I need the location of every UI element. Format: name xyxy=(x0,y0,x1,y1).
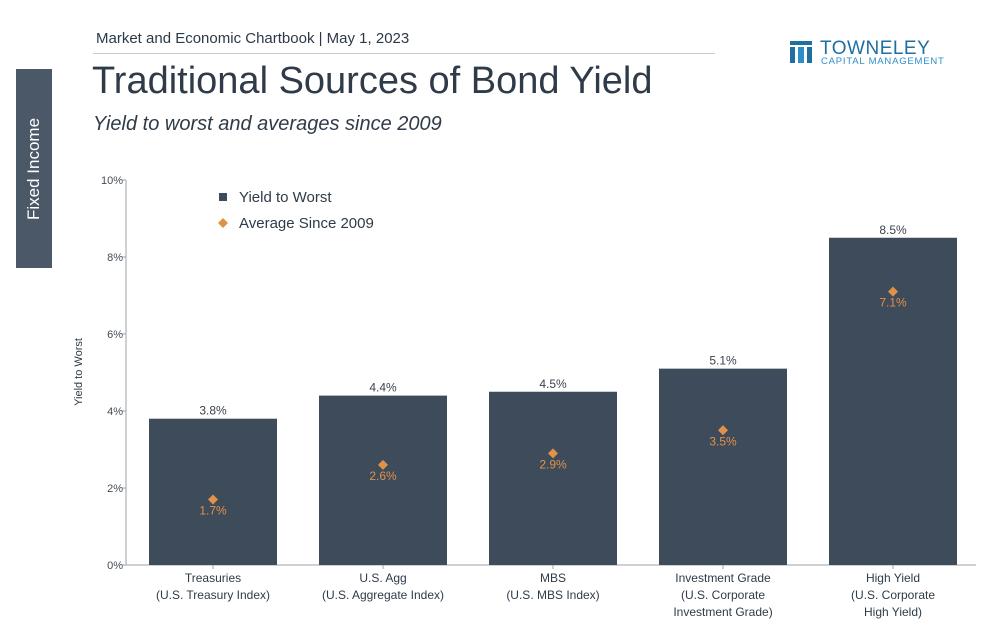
category-label: MBS xyxy=(540,571,566,585)
category-label: High Yield) xyxy=(864,605,922,619)
logo-mark-icon xyxy=(790,41,812,63)
y-tick-label: 6% xyxy=(107,329,123,341)
legend-marker-yield-to-worst xyxy=(219,193,227,201)
legend-label-yield-to-worst: Yield to Worst xyxy=(239,189,332,206)
logo-name: TOWNELEY xyxy=(820,38,931,59)
y-tick-label: 10% xyxy=(101,175,123,187)
legend-label-average: Average Since 2009 xyxy=(239,215,374,232)
average-value-label: 2.6% xyxy=(369,469,397,483)
bar-value-label: 4.4% xyxy=(369,381,397,395)
bar-value-label: 5.1% xyxy=(709,354,737,368)
average-marker xyxy=(888,286,898,297)
chartbook-header: Market and Economic Chartbook | May 1, 2… xyxy=(96,30,410,47)
y-tick-label: 0% xyxy=(107,560,123,572)
bar-value-label: 8.5% xyxy=(879,223,907,237)
average-value-label: 3.5% xyxy=(709,434,737,448)
average-value-label: 7.1% xyxy=(879,296,907,310)
category-label: (U.S. Corporate xyxy=(681,588,765,602)
bar xyxy=(319,395,447,565)
page-title: Traditional Sources of Bond Yield xyxy=(92,60,653,102)
y-tick-label: 8% xyxy=(107,252,123,264)
average-value-label: 2.9% xyxy=(539,457,567,471)
category-label: Investment Grade xyxy=(675,571,771,585)
y-tick-label: 4% xyxy=(107,406,123,418)
header-divider xyxy=(93,53,715,54)
category-label: Treasuries xyxy=(185,571,241,585)
logo-subtitle: CAPITAL MANAGEMENT xyxy=(821,56,945,67)
y-tick-label: 2% xyxy=(107,483,123,495)
bar-value-label: 3.8% xyxy=(199,404,227,418)
average-value-label: 1.7% xyxy=(199,504,227,518)
page-subtitle: Yield to worst and averages since 2009 xyxy=(93,113,442,135)
bar xyxy=(149,418,277,565)
category-label: (U.S. Treasury Index) xyxy=(156,588,270,602)
side-tab-fixed-income: Fixed Income xyxy=(16,69,52,268)
bar-value-label: 4.5% xyxy=(539,377,567,391)
logo: TOWNELEY CAPITAL MANAGEMENT xyxy=(790,38,950,68)
bar xyxy=(659,368,787,565)
category-label: (U.S. Aggregate Index) xyxy=(322,588,444,602)
y-axis-label: Yield to Worst xyxy=(73,338,85,406)
average-marker xyxy=(718,425,728,436)
category-label: High Yield xyxy=(866,571,920,585)
category-label: (U.S. Corporate xyxy=(851,588,935,602)
bar xyxy=(489,391,617,565)
average-marker xyxy=(208,494,218,505)
average-marker xyxy=(548,448,558,459)
category-label: U.S. Agg xyxy=(359,571,406,585)
category-label: Investment Grade) xyxy=(673,605,772,619)
legend-marker-average xyxy=(218,218,228,228)
category-label: (U.S. MBS Index) xyxy=(506,588,599,602)
average-marker xyxy=(378,459,388,470)
